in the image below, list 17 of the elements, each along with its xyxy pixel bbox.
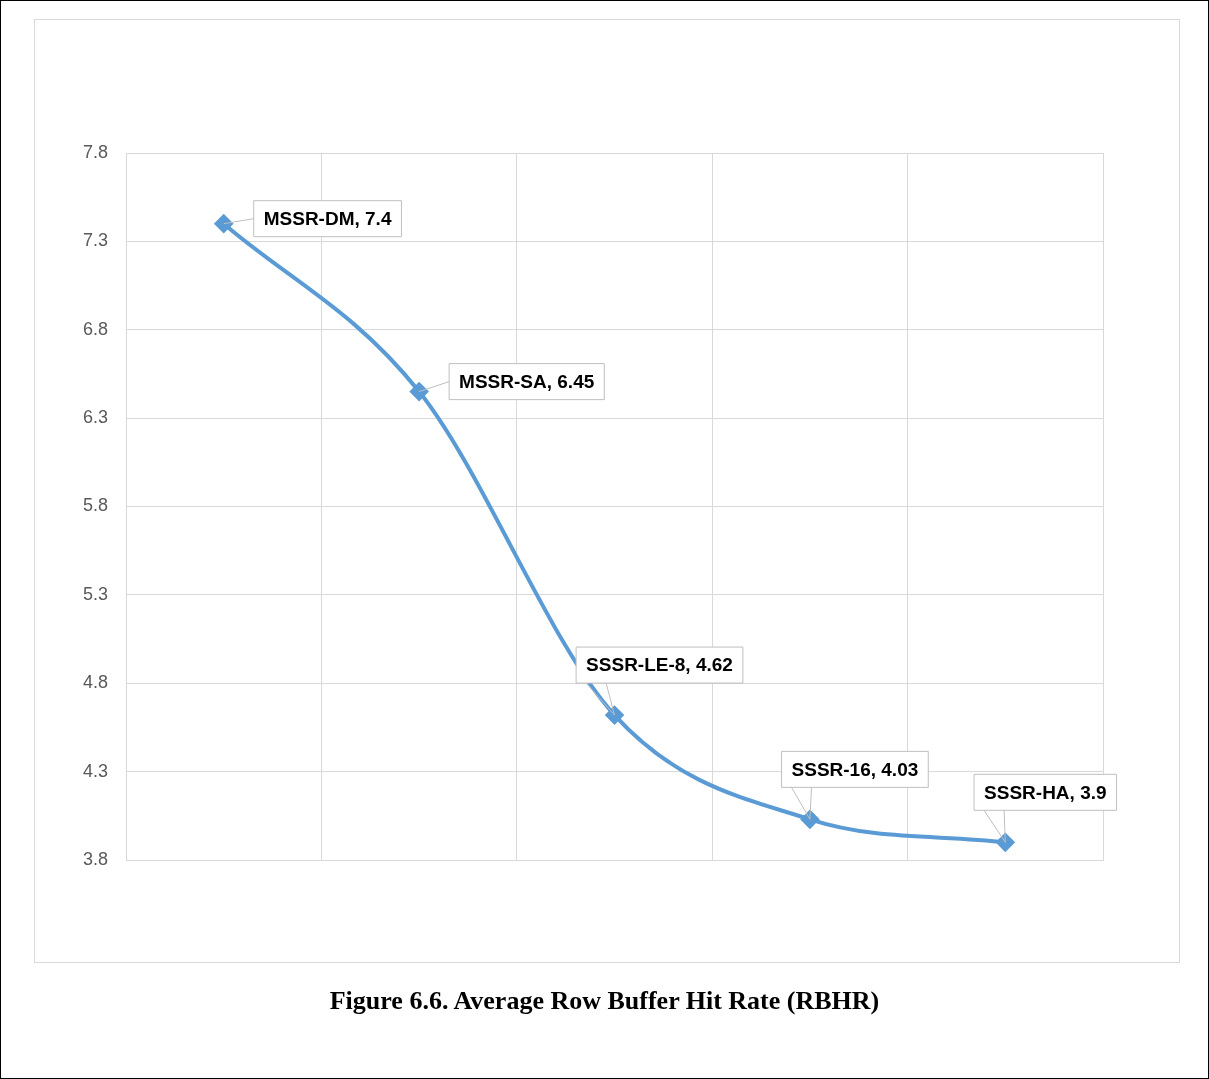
data-label: SSSR-LE-8, 4.62 xyxy=(586,654,733,676)
y-tick-label: 4.3 xyxy=(82,760,109,781)
y-tick-label: 4.8 xyxy=(82,672,109,693)
y-tick-label: 7.3 xyxy=(82,230,109,251)
y-tick-label: 3.8 xyxy=(82,848,109,869)
y-tick-label: 6.8 xyxy=(82,318,109,339)
data-label: SSSR-HA, 3.9 xyxy=(984,781,1107,803)
text: Figure 6.6. Average Row Buffer Hit Rate (RBHR) xyxy=(328,986,881,1016)
data-label: MSSR-SA, 6.45 xyxy=(459,370,595,392)
data-label: SSSR-16, 4.03 xyxy=(791,758,919,780)
point xyxy=(410,382,429,401)
point xyxy=(214,214,233,233)
y-tick-label: 7.8 xyxy=(82,141,109,162)
y-tick-label: 5.8 xyxy=(82,495,109,516)
y-tick-label: 5.3 xyxy=(82,583,109,604)
y-tick-label: 6.3 xyxy=(82,407,109,428)
data-label: MSSR-DM, 7.4 xyxy=(263,207,392,229)
